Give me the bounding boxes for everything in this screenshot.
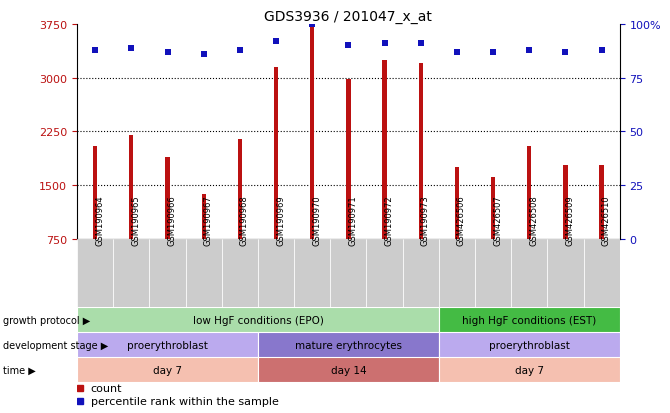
Bar <box>202 195 206 240</box>
Bar <box>439 332 620 357</box>
Bar <box>346 80 350 240</box>
Bar <box>584 240 620 308</box>
Text: GSM190972: GSM190972 <box>385 195 393 245</box>
Text: GSM190971: GSM190971 <box>348 195 357 245</box>
Bar <box>310 25 314 240</box>
Bar <box>366 240 403 308</box>
Text: day 7: day 7 <box>153 365 182 375</box>
Text: GSM426507: GSM426507 <box>493 195 502 245</box>
Text: GSM190970: GSM190970 <box>312 195 321 245</box>
Bar <box>439 308 620 332</box>
Bar <box>77 357 258 382</box>
Bar <box>258 332 439 357</box>
Text: GSM190965: GSM190965 <box>131 195 140 245</box>
Bar <box>419 64 423 240</box>
Text: low HgF conditions (EPO): low HgF conditions (EPO) <box>192 315 324 325</box>
Text: GSM190964: GSM190964 <box>95 195 104 245</box>
Bar <box>439 357 620 382</box>
Bar <box>439 240 475 308</box>
Bar <box>77 308 439 332</box>
Bar <box>600 166 604 240</box>
Text: GSM190973: GSM190973 <box>421 195 429 245</box>
Text: proerythroblast: proerythroblast <box>489 340 570 350</box>
Bar <box>258 357 439 382</box>
Text: count: count <box>90 383 122 393</box>
Bar <box>77 240 113 308</box>
Bar <box>475 240 511 308</box>
Bar <box>547 240 584 308</box>
Text: day 14: day 14 <box>330 365 366 375</box>
Text: growth protocol ▶: growth protocol ▶ <box>3 315 90 325</box>
Text: high HgF conditions (EST): high HgF conditions (EST) <box>462 315 596 325</box>
Bar <box>403 240 439 308</box>
Bar <box>491 177 495 240</box>
Text: proerythroblast: proerythroblast <box>127 340 208 350</box>
Bar <box>113 240 149 308</box>
Bar <box>258 240 294 308</box>
Text: GSM190968: GSM190968 <box>240 195 249 245</box>
Text: time ▶: time ▶ <box>3 365 36 375</box>
Bar <box>93 147 97 240</box>
Text: GSM426509: GSM426509 <box>565 195 574 245</box>
Bar <box>511 240 547 308</box>
Bar <box>455 168 459 240</box>
Text: GSM426510: GSM426510 <box>602 195 610 245</box>
Text: GSM190969: GSM190969 <box>276 195 285 245</box>
Bar <box>294 240 330 308</box>
Bar <box>527 147 531 240</box>
Bar <box>330 240 366 308</box>
Bar <box>77 332 258 357</box>
Bar <box>129 136 133 240</box>
Bar <box>186 240 222 308</box>
Text: mature erythrocytes: mature erythrocytes <box>295 340 402 350</box>
Text: development stage ▶: development stage ▶ <box>3 340 109 350</box>
Title: GDS3936 / 201047_x_at: GDS3936 / 201047_x_at <box>265 10 432 24</box>
Text: GSM426506: GSM426506 <box>457 195 466 245</box>
Text: day 7: day 7 <box>515 365 544 375</box>
Text: GSM190967: GSM190967 <box>204 195 212 245</box>
Bar <box>274 68 278 240</box>
Bar <box>222 240 258 308</box>
Text: GSM426508: GSM426508 <box>529 195 538 245</box>
Text: percentile rank within the sample: percentile rank within the sample <box>90 396 279 406</box>
Bar <box>238 139 242 240</box>
Bar <box>563 166 567 240</box>
Bar <box>165 157 170 240</box>
Text: GSM190966: GSM190966 <box>168 195 176 245</box>
Bar <box>149 240 186 308</box>
Bar <box>383 61 387 240</box>
